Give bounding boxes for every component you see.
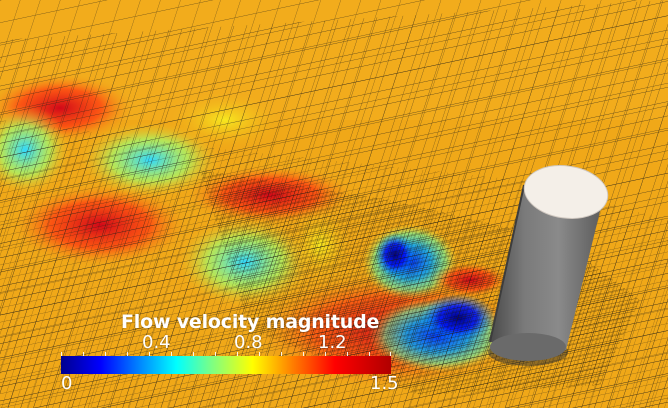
color-scale-bar	[61, 356, 391, 374]
cylinder-obstacle	[488, 165, 609, 366]
cylinder-top	[523, 165, 609, 219]
color-scale-gradient	[61, 356, 391, 374]
legend-tick-label: 0.4	[142, 332, 171, 353]
legend-min-label: 0	[61, 373, 73, 394]
legend-tick-label: 1.2	[318, 332, 347, 353]
legend-max-label: 1.5	[370, 373, 399, 394]
legend-tick-label: 0.8	[234, 332, 263, 353]
legend-title: Flow velocity magnitude	[121, 311, 380, 333]
